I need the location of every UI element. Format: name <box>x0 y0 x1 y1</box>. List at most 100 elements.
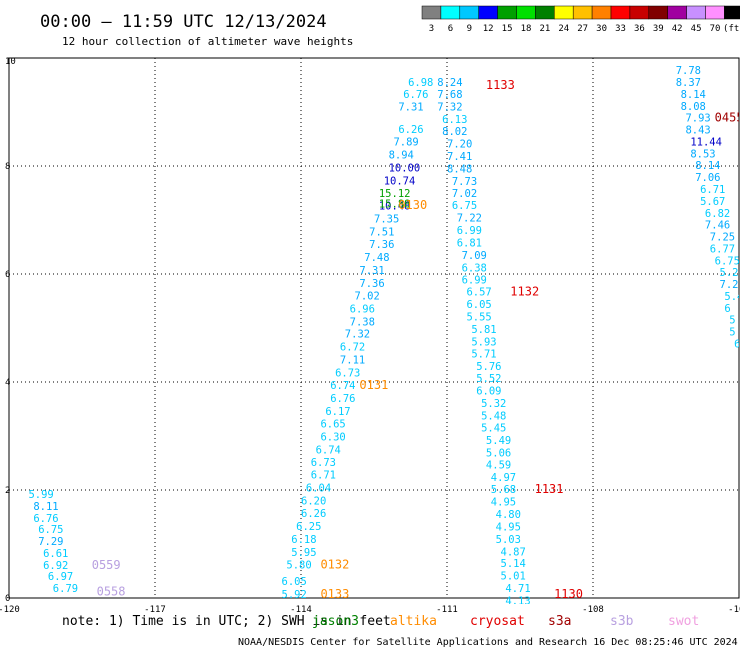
wave-height-label: 7.38 <box>350 316 375 328</box>
wave-height-label: 6.20 <box>301 496 326 508</box>
y-tick-label: 0 <box>5 594 10 604</box>
wave-height-label: 5.76 <box>476 361 501 373</box>
wave-height-label: 6.75 <box>452 200 477 212</box>
wave-height-label: 11.44 <box>690 136 722 148</box>
scale-label: 18 <box>521 24 532 34</box>
wave-height-label: 6.05 <box>282 576 307 588</box>
wave-height-label: 6.77 <box>710 243 735 255</box>
satellite-legend-jason3: jason3 <box>312 614 359 629</box>
scale-swatch <box>724 5 740 20</box>
wave-height-label: 10.00 <box>389 162 421 174</box>
wave-height-label: 7.02 <box>355 290 380 302</box>
wave-height-label: 6.92 <box>43 560 68 572</box>
pass-time-label: 0131 <box>359 378 388 392</box>
wave-height-label: 8.48 <box>447 163 472 175</box>
scale-label: (ft) <box>723 24 740 34</box>
y-tick-label: 10 <box>5 57 16 67</box>
scale-label: 30 <box>596 24 607 34</box>
wave-height-label: 8.43 <box>685 125 710 137</box>
scale-label: 24 <box>558 24 569 34</box>
wave-height-label: 7.29 <box>38 536 63 548</box>
wave-height-label: 7.06 <box>695 172 720 184</box>
pass-time-label: 0132 <box>320 557 349 571</box>
wave-height-label: 6.71 <box>311 470 336 482</box>
y-tick-label: 2 <box>5 486 10 496</box>
wave-height-label: 8.14 <box>681 89 706 101</box>
chart-title: 00:00 – 11:59 UTC 12/13/2024 <box>40 12 327 32</box>
wave-height-label: 6.65 <box>320 418 345 430</box>
wave-height-label: 6.76 <box>330 393 355 405</box>
wave-height-label: 5.4 <box>724 291 740 303</box>
scale-swatch <box>705 5 725 20</box>
data-points: 5.998.116.766.757.296.616.926.976.790559… <box>28 65 740 607</box>
wave-height-label: 6.96 <box>350 303 375 315</box>
scale-label: 45 <box>691 24 702 34</box>
wave-height-label: 4.95 <box>496 522 521 534</box>
pass-time-label: 0133 <box>320 587 349 601</box>
wave-height-label: 5.06 <box>486 448 511 460</box>
wave-height-label: 8.37 <box>676 77 701 89</box>
x-tick-label: -120 <box>0 605 20 615</box>
wave-height-label: 10.48 <box>379 201 411 213</box>
scale-swatch <box>610 5 631 20</box>
wave-height-label: 6.57 <box>466 287 491 299</box>
wave-height-label: 4.13 <box>505 595 530 607</box>
wave-height-label: 5.14 <box>501 558 526 570</box>
satellite-legend-cryosat: cryosat <box>470 614 525 629</box>
satellite-legend: jason3 altika cryosat s3a s3b swot <box>312 614 699 629</box>
wave-height-label: 6.74 <box>316 444 341 456</box>
satellite-legend-s3b: s3b <box>610 614 634 629</box>
grid <box>9 58 739 598</box>
wave-height-label: 6.38 <box>462 262 487 274</box>
wave-height-label: 6.05 <box>466 299 491 311</box>
wave-height-label: 7.48 <box>364 252 389 264</box>
wave-height-label: 4.80 <box>496 509 521 521</box>
wave-height-label: 5.99 <box>28 489 53 501</box>
wave-height-label: 5.71 <box>471 349 496 361</box>
wave-height-label: 7.2 <box>720 279 739 291</box>
wave-height-label: 8.24 <box>437 77 462 89</box>
satellite-legend-s3a: s3a <box>548 614 571 629</box>
wave-height-label: 6.26 <box>301 508 326 520</box>
wave-height-label: 5.67 <box>700 196 725 208</box>
wave-height-label: 6.71 <box>700 184 725 196</box>
wave-height-label: 7.22 <box>457 213 482 225</box>
wave-height-label: 10.74 <box>384 175 416 187</box>
scale-label: 3 <box>429 24 434 34</box>
wave-height-label: 7.31 <box>359 265 384 277</box>
plot-frame <box>8 57 740 599</box>
scale-swatch <box>591 5 612 20</box>
wave-height-label: 15.12 <box>379 188 411 200</box>
wave-height-label: 6.17 <box>325 406 350 418</box>
scale-swatch <box>440 5 461 20</box>
wave-height-label: 6.30 <box>320 431 345 443</box>
scale-label: 15 <box>502 24 513 34</box>
y-tick-label: 6 <box>5 270 10 280</box>
wave-height-label: 5.49 <box>486 435 511 447</box>
wave-height-label: 4.71 <box>505 583 530 595</box>
wave-height-label: 6.13 <box>442 114 467 126</box>
y-axis-ticks: 0 2 4 6 8 10 <box>5 57 16 604</box>
wave-height-label: 6.81 <box>457 237 482 249</box>
wave-height-label: 5.03 <box>496 534 521 546</box>
wave-height-label: 5.95 <box>291 547 316 559</box>
wave-height-label: 5.48 <box>481 410 506 422</box>
wave-height-label: 6.73 <box>311 457 336 469</box>
wave-height-label: 6.09 <box>476 385 501 397</box>
pass-time-label: 0455 <box>715 111 740 125</box>
wave-height-label: 7.11 <box>340 355 365 367</box>
wave-height-label: 7.36 <box>369 239 394 251</box>
wave-height-label: 6.82 <box>705 208 730 220</box>
wave-height-label: 6.18 <box>291 534 316 546</box>
y-tick-label: 8 <box>5 162 10 172</box>
x-tick-label: -117 <box>144 605 166 615</box>
wave-height-label: 7.41 <box>447 151 472 163</box>
wave-height-label: 5.80 <box>286 559 311 571</box>
scale-label: 70 <box>710 24 721 34</box>
wave-height-label: 5.55 <box>466 311 491 323</box>
x-tick-label: -108 <box>582 605 604 615</box>
scale-swatch <box>629 5 650 20</box>
satellite-legend-swot: swot <box>668 614 699 629</box>
